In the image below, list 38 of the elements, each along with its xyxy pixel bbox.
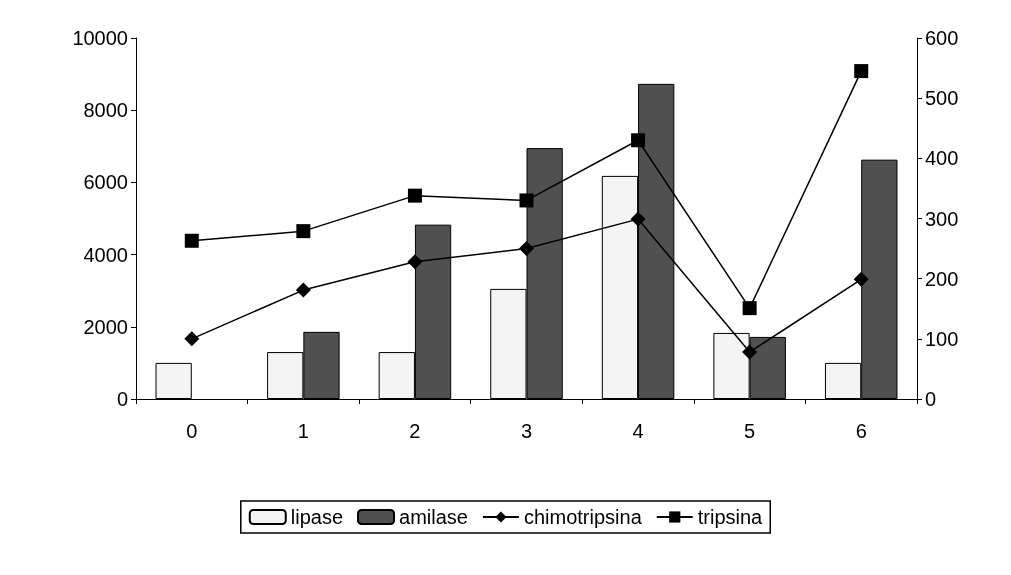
point [184, 331, 200, 347]
point [296, 224, 311, 239]
point [407, 188, 422, 203]
y2-tick-label: 600 [925, 27, 959, 49]
x-tick-label: 2 [409, 420, 421, 442]
y-tick-label: 0 [116, 388, 128, 410]
legend-label: amilase [399, 506, 468, 528]
x-tick-label: 0 [186, 420, 198, 442]
x-tick-label: 6 [855, 420, 867, 442]
point [184, 233, 199, 248]
point [742, 301, 757, 316]
legend-label: tripsina [697, 506, 764, 528]
legend-label: lipase [290, 506, 344, 528]
point [630, 211, 646, 227]
point [519, 241, 534, 257]
y2-tick-label: 400 [925, 147, 959, 170]
y2-tick-label: 0 [925, 388, 937, 410]
legend-label: chimotripsina [523, 506, 643, 528]
point [854, 64, 869, 79]
x-tick-label: 1 [297, 420, 309, 442]
point [853, 271, 869, 287]
y2-tick-label: 100 [925, 327, 959, 350]
y2-tick-label: 200 [925, 267, 959, 290]
x-tick-label: 3 [520, 420, 533, 442]
point [519, 193, 534, 208]
y-tick-label: 8000 [83, 99, 128, 122]
x-tick-label: 5 [744, 420, 756, 442]
y-tick-label: 6000 [83, 171, 128, 194]
y2-tick-label: 300 [925, 207, 959, 230]
x-tick-label: 4 [632, 420, 644, 442]
y2-tick-label: 500 [925, 87, 959, 110]
point [407, 254, 423, 270]
y-tick-label: 10000 [72, 27, 128, 49]
point [295, 282, 311, 298]
y-tick-label: 2000 [83, 315, 128, 338]
point [742, 344, 758, 360]
point [631, 133, 646, 148]
y-tick-label: 4000 [83, 243, 128, 266]
